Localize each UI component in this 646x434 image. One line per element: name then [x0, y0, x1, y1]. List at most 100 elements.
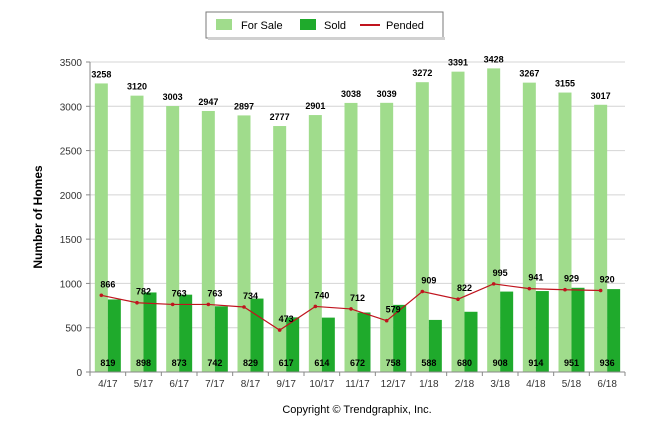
- label-for-sale: 3267: [519, 69, 539, 79]
- label-pended: 920: [600, 275, 615, 285]
- point-pended: [313, 304, 318, 309]
- y-tick-label: 2500: [60, 147, 83, 158]
- bar-for-sale: [451, 71, 465, 372]
- label-sold: 908: [493, 358, 508, 368]
- y-tick-label: 3500: [60, 58, 83, 69]
- bar-for-sale: [344, 102, 358, 373]
- label-sold: 588: [421, 358, 436, 368]
- label-pended: 941: [528, 273, 543, 283]
- label-sold: 829: [243, 358, 258, 368]
- label-pended: 822: [457, 283, 472, 293]
- bar-for-sale: [380, 102, 394, 373]
- bar-for-sale: [308, 115, 322, 372]
- bar-sold: [393, 304, 407, 372]
- x-tick-label: 3/18: [490, 379, 510, 390]
- x-tick-label: 4/18: [526, 379, 546, 390]
- bar-sold: [321, 317, 335, 372]
- point-pended: [563, 287, 567, 292]
- point-pended: [384, 318, 389, 323]
- bar-for-sale: [273, 126, 287, 372]
- bar-for-sale: [237, 115, 251, 372]
- data-labels: 3258 819 866 3120 898 782 3003 873 763 2947 742 763…: [91, 54, 614, 368]
- label-sold: 873: [172, 358, 187, 368]
- bar-sold: [214, 306, 228, 372]
- label-pended: 712: [350, 293, 365, 303]
- x-tick-label: 10/17: [309, 379, 334, 390]
- label-pended: 763: [172, 288, 187, 298]
- x-tick-label: 5/18: [562, 379, 582, 390]
- copyright-text: Copyright © Trendgraphix, Inc.: [282, 404, 431, 416]
- y-tick-label: 1500: [60, 235, 83, 246]
- y-tick-label: 1000: [60, 279, 83, 290]
- y-tick-label: 0: [76, 368, 82, 379]
- label-pended: 909: [421, 275, 436, 285]
- point-pended: [349, 307, 353, 311]
- x-tick-label: 12/17: [381, 379, 406, 390]
- label-sold: 914: [528, 358, 543, 368]
- legend-label-sold: Sold: [324, 20, 346, 32]
- point-pended: [170, 302, 175, 307]
- y-tick-label: 500: [65, 324, 82, 335]
- bar-sold: [464, 311, 478, 372]
- bar-sold: [107, 299, 121, 372]
- label-sold: 614: [314, 358, 329, 368]
- bar-sold: [535, 291, 549, 372]
- label-for-sale: 2897: [234, 101, 254, 111]
- x-tick-label: 7/17: [205, 379, 225, 390]
- y-tick-label: 3000: [60, 102, 83, 113]
- x-tick-label: 9/17: [276, 379, 296, 390]
- label-for-sale: 2901: [305, 101, 325, 111]
- bar-sold: [357, 312, 371, 372]
- y-axis-title: Number of Homes: [31, 165, 45, 269]
- label-for-sale: 3272: [412, 68, 432, 78]
- label-sold: 680: [457, 358, 472, 368]
- pended-series: [99, 282, 603, 332]
- bar-sold: [286, 317, 300, 372]
- label-pended: 995: [493, 268, 508, 278]
- label-sold: 936: [600, 358, 615, 368]
- point-pended: [242, 305, 246, 309]
- label-for-sale: 3120: [127, 82, 147, 92]
- bar-sold: [500, 291, 514, 372]
- label-pended: 740: [314, 290, 329, 300]
- bar-for-sale: [558, 92, 572, 373]
- label-pended: 929: [564, 274, 579, 284]
- y-axis: 0 500 1000 1500 2000 2500 3000 3500: [60, 58, 91, 379]
- label-for-sale: 3039: [377, 89, 397, 99]
- bar-sold: [428, 319, 442, 372]
- x-tick-label: 4/17: [98, 379, 118, 390]
- label-for-sale: 3258: [91, 69, 111, 79]
- x-tick-label: 5/17: [134, 379, 154, 390]
- x-tick-label: 1/18: [419, 379, 439, 390]
- legend-label-pended: Pended: [386, 20, 424, 32]
- bar-for-sale: [522, 82, 536, 372]
- point-pended: [456, 297, 460, 301]
- label-for-sale: 3391: [448, 58, 468, 68]
- legend-box: [205, 11, 444, 39]
- label-sold: 617: [279, 358, 294, 368]
- x-tick-label: 8/17: [241, 379, 261, 390]
- legend-label-for-sale: For Sale: [241, 20, 283, 32]
- bar-sold: [143, 292, 157, 372]
- bar-for-sale: [130, 95, 144, 373]
- label-sold: 898: [136, 358, 151, 368]
- point-pended: [527, 286, 532, 291]
- label-sold: 758: [386, 358, 401, 368]
- label-sold: 819: [100, 358, 115, 368]
- label-pended: 763: [207, 288, 222, 298]
- point-pended: [598, 288, 603, 293]
- label-pended: 579: [386, 305, 401, 315]
- bar-for-sale: [594, 104, 608, 372]
- bar-sold: [607, 289, 621, 372]
- point-pended: [420, 289, 425, 294]
- bar-for-sale: [201, 110, 215, 372]
- label-for-sale: 3003: [163, 92, 183, 102]
- x-tick-label: 11/17: [345, 379, 370, 390]
- y-tick-label: 2000: [60, 191, 83, 202]
- label-sold: 742: [207, 358, 222, 368]
- point-pended: [206, 302, 211, 307]
- bars: [94, 68, 621, 373]
- point-pended: [277, 328, 282, 332]
- bar-for-sale: [166, 106, 180, 373]
